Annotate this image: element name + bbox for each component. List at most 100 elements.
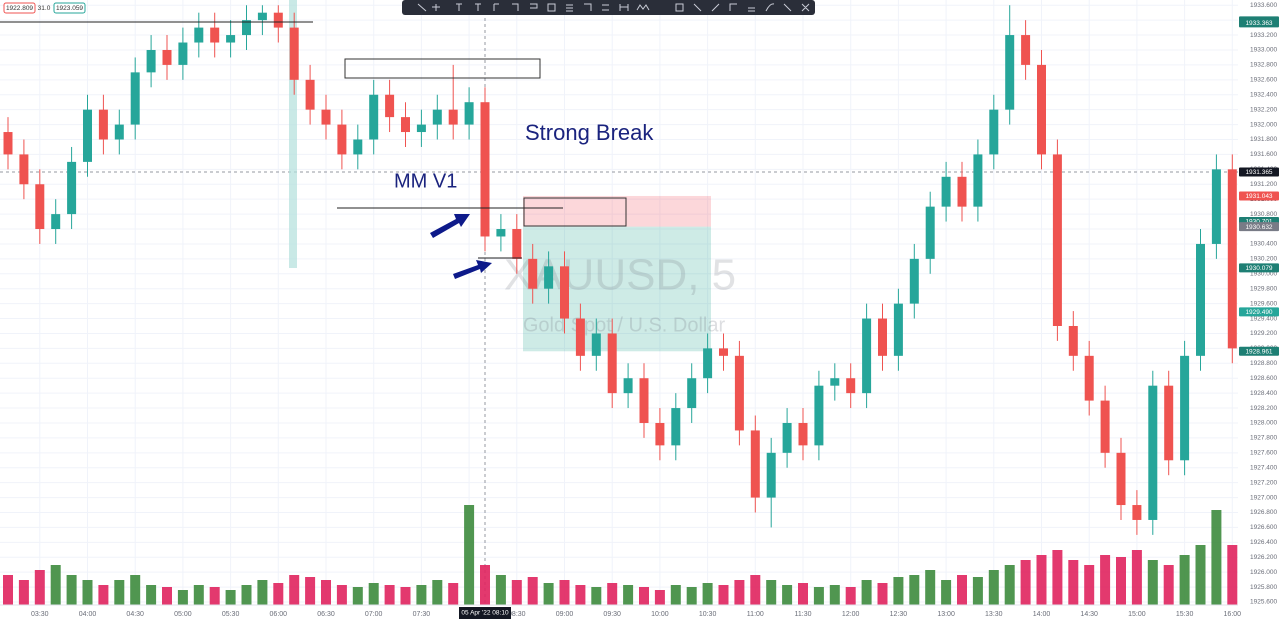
x-tick-label: 13:00 [937, 611, 955, 618]
x-tick-label: 07:30 [413, 611, 431, 618]
price-marker-label: 1928.961 [1245, 349, 1272, 356]
position-tool [523, 195, 711, 352]
volume-bar [336, 585, 347, 605]
axes: 1925.600 1925.800 1926.000 1926.200 1926.400… [31, 2, 1279, 619]
candle-body [1211, 169, 1221, 244]
x-tick-label: 06:30 [317, 611, 335, 618]
x-tick-label: 11:30 [795, 611, 812, 618]
volume-bar [98, 585, 109, 605]
toolbar-icons [417, 3, 810, 12]
volume-bar [1195, 545, 1206, 605]
candle-body [162, 49, 172, 65]
candle-body [893, 303, 903, 356]
y-tick-label: 1933.000 [1250, 47, 1277, 54]
candle-body [337, 124, 347, 155]
candle-body [1052, 154, 1062, 326]
drawing-toolbar[interactable] [402, 0, 815, 15]
header-box [53, 2, 86, 14]
candle-body [560, 266, 569, 319]
candle-body [130, 72, 140, 125]
candle-body [464, 102, 474, 125]
volume-bar [448, 583, 459, 605]
volume-bar [114, 580, 125, 605]
x-tick-label: 16:00 [1224, 611, 1242, 618]
y-tick-label: 1925.600 [1250, 599, 1277, 606]
volume-bar [511, 580, 522, 605]
candle-body [1100, 400, 1110, 453]
candle-body [416, 124, 426, 133]
candle-body [830, 378, 840, 386]
candle-body [146, 49, 156, 73]
candle-body [766, 452, 776, 498]
volume-bar [845, 587, 856, 605]
price-marker [1239, 346, 1279, 356]
y-tick-label: 1930.400 [1250, 241, 1277, 248]
volume-bar [34, 570, 45, 605]
volume-bar [82, 580, 93, 605]
volume-bar [607, 583, 618, 605]
candle-body [1132, 505, 1142, 520]
arrow [430, 214, 470, 238]
volume-bar [1211, 510, 1222, 605]
candle-body [1116, 452, 1126, 506]
candle-body [83, 109, 92, 162]
volume-bar [591, 587, 602, 605]
x-tick-label: 15:30 [1176, 611, 1194, 618]
volume-bar [130, 575, 141, 605]
x-tick-label: 04:30 [126, 611, 144, 618]
x-tick-label: 15:00 [1128, 611, 1146, 618]
volume-bar [1227, 545, 1238, 605]
candle-body [703, 348, 713, 379]
y-tick-label: 1932.200 [1250, 106, 1277, 113]
time-axis [0, 605, 1280, 621]
arrow [453, 260, 492, 279]
candle-body [480, 102, 490, 237]
volume-bar [464, 505, 475, 605]
price-marker [1239, 18, 1279, 28]
candle-body [305, 79, 315, 110]
candles [3, 5, 1237, 535]
volume-bar [798, 583, 808, 605]
candle-body [1021, 35, 1031, 65]
volume-bar [162, 587, 172, 605]
candle-body [353, 139, 363, 155]
price-marker-label: 1933.363 [1245, 20, 1272, 27]
volume-bar [368, 583, 379, 605]
candle-body [35, 184, 45, 230]
candle-body [1148, 385, 1158, 520]
y-tick-label: 1932.800 [1250, 62, 1277, 69]
volume-bar [352, 587, 363, 605]
y-tick-label: 1926.000 [1250, 569, 1277, 576]
volume-bar [177, 590, 188, 605]
volume-bar [495, 575, 506, 605]
volume-bar [957, 575, 967, 605]
x-tick-label: 10:00 [651, 611, 669, 618]
volume-bar [543, 583, 554, 605]
volume-bar [623, 585, 634, 605]
candle-body [925, 206, 935, 259]
candle-body [210, 27, 220, 43]
candle-body [655, 422, 665, 446]
x-tick-label: 11:00 [747, 611, 764, 618]
price-marker-label: 1929.490 [1245, 309, 1272, 316]
volume-bar [750, 575, 761, 605]
candle-body [1196, 243, 1205, 356]
volume-bar [718, 585, 729, 605]
y-tick-label: 1928.000 [1250, 420, 1277, 427]
volume-bar [50, 565, 61, 605]
volume-bar [782, 585, 793, 605]
y-tick-label: 1932.400 [1250, 91, 1277, 98]
y-tick-label: 1930.800 [1250, 211, 1277, 218]
volume-bar [1179, 555, 1190, 605]
volume-bar [925, 570, 936, 605]
y-tick-label: 1928.800 [1250, 360, 1277, 367]
volume-bar [972, 577, 983, 605]
volume-bar [209, 587, 220, 605]
y-tick-label: 1927.600 [1250, 450, 1277, 457]
volume-bar [225, 590, 236, 605]
candle-body [623, 378, 633, 394]
candle-body [973, 154, 983, 207]
candle-body [750, 430, 760, 498]
